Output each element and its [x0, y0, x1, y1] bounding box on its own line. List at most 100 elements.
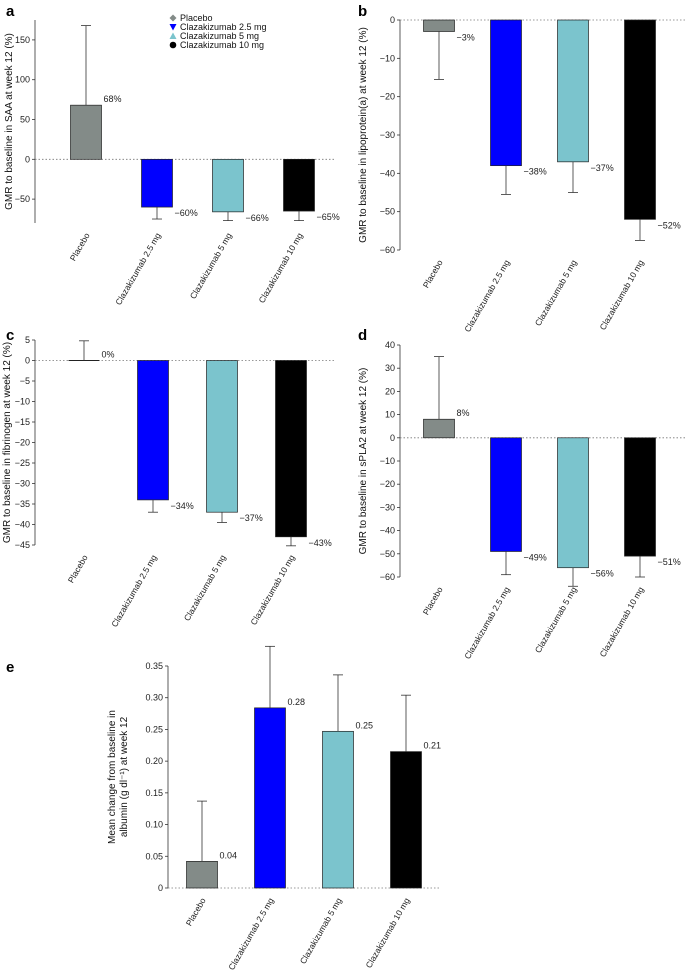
- category-label: Clazakizumab 10 mg: [248, 553, 296, 627]
- category-label: Placebo: [68, 231, 92, 263]
- bar-clazakizumab-2-5-mg: [490, 19, 522, 167]
- legend-label: Clazakizumab 2.5 mg: [180, 22, 267, 32]
- y-tick-label: 0: [158, 883, 163, 893]
- y-tick-label: −5: [20, 376, 30, 386]
- y-axis-title: albumin (g dl⁻¹) at week 12: [119, 716, 130, 837]
- y-tick-label: 0.25: [145, 724, 163, 734]
- y-tick-label: −60: [380, 572, 395, 582]
- y-tick-label: 10: [385, 410, 395, 420]
- data-label: −60%: [175, 208, 198, 218]
- y-tick-label: 0: [25, 356, 30, 366]
- bar-placebo: [423, 418, 455, 439]
- bar-clazakizumab-5-mg: [206, 360, 238, 513]
- data-label: −65%: [317, 212, 340, 222]
- category-label: Placebo: [421, 585, 445, 617]
- y-tick-label: −10: [380, 456, 395, 466]
- y-axis-title: GMR to baseline in fibrinogen at week 12…: [2, 342, 13, 543]
- y-tick-label: −50: [15, 194, 30, 204]
- y-axis-title: GMR to baseline in sPLA2 at week 12 (%): [358, 368, 369, 555]
- category-label: Clazakizumab 2.5 mg: [109, 553, 159, 629]
- data-label: 0.21: [424, 741, 442, 751]
- panel-letter-b: b: [358, 3, 367, 20]
- y-tick-label: −60: [380, 245, 395, 255]
- panel-e: e 0 0.05 0.10 0.15 0.20 0.25 0.30 0.35 0.04 Placeb…: [6, 645, 442, 972]
- bar-placebo: [423, 19, 455, 32]
- y-tick-label: −40: [380, 168, 395, 178]
- bar-clazakizumab-5-mg: [557, 437, 589, 569]
- data-label: 0%: [102, 350, 115, 360]
- category-label: Clazakizumab 5 mg: [188, 231, 234, 301]
- y-tick-label: 0.15: [145, 788, 163, 798]
- legend-marker: [169, 41, 177, 49]
- category-label: Clazakizumab 5 mg: [533, 585, 579, 655]
- data-label: −56%: [591, 569, 614, 579]
- y-tick-label: −30: [15, 479, 30, 489]
- legend-label: Placebo: [180, 13, 213, 23]
- data-label: −49%: [524, 552, 547, 562]
- y-tick-label: −35: [15, 499, 30, 509]
- category-label: Clazakizumab 5 mg: [182, 553, 228, 623]
- y-axis-title: GMR to baseline in SAA at week 12 (%): [4, 33, 15, 210]
- y-tick-label: −50: [380, 207, 395, 217]
- category-label: Clazakizumab 10 mg: [597, 585, 645, 659]
- bar-clazakizumab-10-mg: [624, 19, 656, 220]
- data-label: 68%: [104, 94, 122, 104]
- legend-label: Clazakizumab 10 mg: [180, 40, 264, 50]
- y-tick-label: −40: [15, 520, 30, 530]
- y-tick-label: 0: [390, 15, 395, 25]
- bar-clazakizumab-10-mg: [624, 437, 656, 557]
- category-label: Clazakizumab 2.5 mg: [226, 896, 276, 972]
- y-tick-label: −25: [15, 458, 30, 468]
- y-tick-label: 20: [385, 386, 395, 396]
- legend-marker: [169, 32, 177, 39]
- data-label: 0.25: [356, 720, 374, 730]
- y-tick-label: 0.10: [145, 820, 163, 830]
- data-label: −3%: [457, 33, 475, 43]
- panel-letter-a: a: [6, 3, 15, 20]
- y-tick-label: 0.35: [145, 661, 163, 671]
- bar-placebo: [70, 104, 102, 160]
- legend-label: Clazakizumab 5 mg: [180, 31, 259, 41]
- bar-clazakizumab-5-mg: [557, 19, 589, 163]
- y-axis-title: GMR to baseline in lipoprotein(a) at wee…: [358, 27, 369, 243]
- y-tick-label: 5: [25, 335, 30, 345]
- y-tick-label: −40: [380, 526, 395, 536]
- panel-letter-e: e: [6, 659, 14, 676]
- category-label: Clazakizumab 10 mg: [597, 258, 645, 332]
- y-tick-label: −20: [380, 479, 395, 489]
- data-label: −51%: [658, 557, 681, 567]
- data-label: −37%: [591, 163, 614, 173]
- y-tick-label: −15: [15, 417, 30, 427]
- bar-clazakizumab-2-5-mg: [254, 707, 286, 889]
- y-tick-label: 30: [385, 363, 395, 373]
- bar-clazakizumab-2-5-mg: [490, 437, 522, 552]
- y-tick-label: 0: [390, 433, 395, 443]
- panel-d: d −60 −50 −40 −30 −20 −10 0 10 20 30 40 8% Placebo −49…: [358, 327, 685, 661]
- y-tick-label: 100: [15, 75, 30, 85]
- y-tick-label: 150: [15, 35, 30, 45]
- y-tick-label: 40: [385, 340, 395, 350]
- y-tick-label: 50: [20, 115, 30, 125]
- category-label: Placebo: [421, 258, 445, 290]
- category-label: Clazakizumab 2.5 mg: [462, 258, 512, 334]
- y-tick-label: 0.20: [145, 756, 163, 766]
- y-tick-label: −50: [380, 549, 395, 559]
- legend-marker: [169, 14, 177, 22]
- panel-b: b −60 −50 −40 −30 −20 −10 0 −3% Placebo −38% Clazak…: [358, 3, 685, 334]
- bar-placebo: [186, 861, 218, 889]
- bar-clazakizumab-10-mg: [390, 751, 422, 889]
- category-label: Clazakizumab 2.5 mg: [113, 231, 163, 307]
- panel-letter-c: c: [6, 327, 14, 344]
- bar-clazakizumab-2-5-mg: [137, 360, 169, 501]
- data-label: −66%: [246, 213, 269, 223]
- data-label: −38%: [524, 167, 547, 177]
- data-label: 0.04: [220, 850, 238, 860]
- y-tick-label: −30: [380, 502, 395, 512]
- data-label: −37%: [240, 513, 263, 523]
- y-tick-label: 0.30: [145, 693, 163, 703]
- y-tick-label: 0.05: [145, 851, 163, 861]
- category-label: Clazakizumab 5 mg: [298, 896, 344, 966]
- category-label: Placebo: [184, 896, 208, 928]
